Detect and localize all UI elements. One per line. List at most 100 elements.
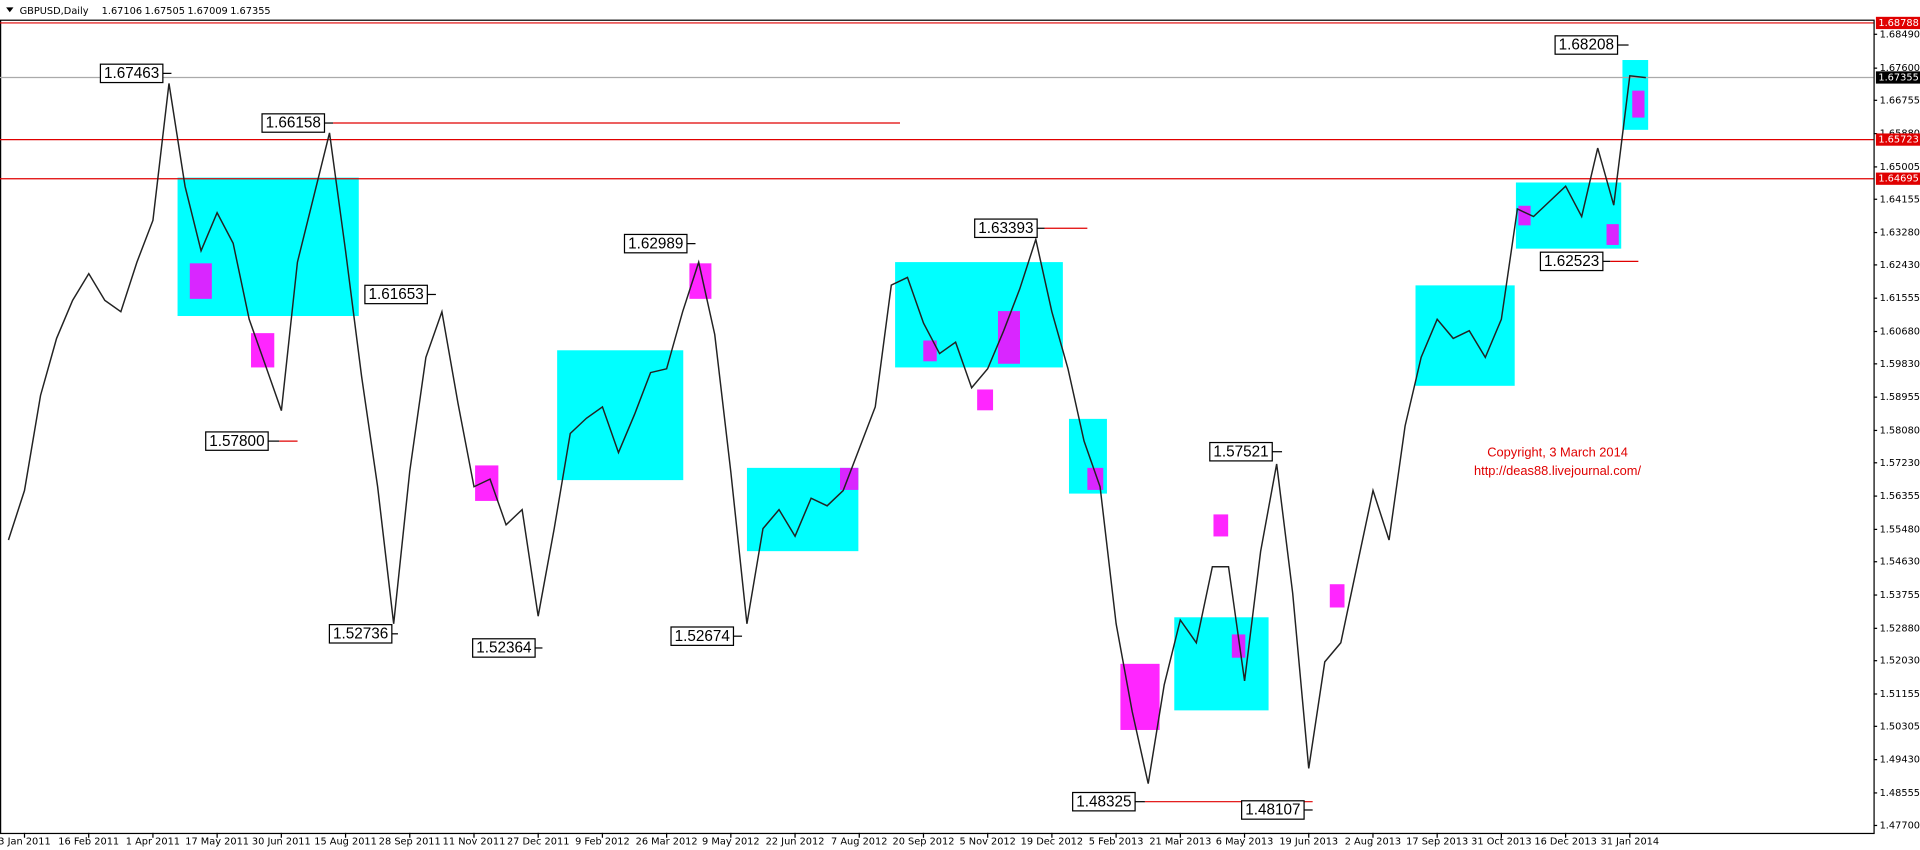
- x-tick-label: 5 Feb 2013: [1089, 836, 1144, 847]
- x-tick-label: 27 Dec 2011: [507, 836, 569, 847]
- x-tick-label: 7 Aug 2012: [831, 836, 887, 847]
- last-price-box: [1875, 71, 1920, 84]
- annotation-box: [99, 63, 164, 84]
- y-tick-label: 1.60680: [1880, 327, 1920, 338]
- x-tick-label: 2 Aug 2013: [1345, 836, 1401, 847]
- annotation-label: 1.63393: [978, 220, 1033, 237]
- y-tick-label: 1.61555: [1880, 293, 1920, 304]
- annotation-box: [205, 431, 269, 451]
- annotation-box: [1209, 441, 1273, 462]
- annotation-label: 1.61653: [368, 286, 423, 303]
- plot-frame: [0, 19, 1875, 835]
- zone: [189, 263, 212, 299]
- x-tick-label: 30 Jun 2011: [252, 836, 311, 847]
- symbol: GBPUSD,Daily: [20, 6, 89, 17]
- zone: [923, 340, 937, 362]
- annotation-box: [1539, 251, 1604, 272]
- annotation-label: 1.57521: [1213, 443, 1268, 460]
- level-label: 1.68788: [1878, 18, 1918, 29]
- y-tick-label: 1.62430: [1880, 260, 1920, 271]
- annotation-label: 1.68208: [1559, 37, 1614, 54]
- y-tick-label: 1.63280: [1880, 228, 1920, 239]
- x-tick-label: 21 Mar 2013: [1149, 836, 1211, 847]
- zone: [1518, 205, 1531, 226]
- y-tick-label: 1.65005: [1880, 162, 1920, 173]
- zone: [251, 333, 275, 368]
- y-tick-label: 1.53755: [1880, 590, 1920, 601]
- x-tick-label: 9 May 2012: [702, 836, 760, 847]
- open: 1.67106: [102, 6, 142, 17]
- x-tick-label: 22 Jun 2012: [766, 836, 825, 847]
- x-tick-label: 31 Oct 2013: [1471, 836, 1531, 847]
- level-label-box: [1875, 172, 1920, 185]
- annotation-label: 1.62523: [1544, 253, 1599, 270]
- zone: [557, 350, 684, 481]
- x-tick-label: 19 Jun 2013: [1279, 836, 1338, 847]
- annotation-box: [623, 233, 688, 254]
- y-tick-label: 1.56355: [1880, 491, 1920, 502]
- annotation-box: [364, 284, 428, 305]
- low: 1.67009: [187, 6, 227, 17]
- annotation-box: [261, 113, 326, 133]
- annotation-box: [472, 638, 536, 658]
- y-tick-label: 1.52030: [1880, 656, 1920, 667]
- y-tick-label: 1.58955: [1880, 392, 1920, 403]
- annotation-box: [1241, 800, 1305, 820]
- level-label: 1.65723: [1878, 135, 1918, 146]
- x-tick-label: 16 Dec 2013: [1534, 836, 1596, 847]
- zone: [977, 389, 994, 411]
- zone: [475, 465, 499, 501]
- annotation-box: [328, 624, 393, 644]
- x-tick-label: 6 May 2013: [1216, 836, 1274, 847]
- x-tick-label: 9 Feb 2012: [575, 836, 630, 847]
- zone: [1120, 663, 1160, 730]
- x-tick-label: 5 Nov 2012: [959, 836, 1015, 847]
- zone: [1231, 634, 1246, 658]
- y-tick-label: 1.55480: [1880, 524, 1920, 535]
- annotation-label: 1.52736: [333, 625, 388, 642]
- y-tick-label: 1.64155: [1880, 194, 1920, 205]
- zone: [1329, 584, 1345, 608]
- x-tick-label: 3 Jan 2011: [0, 836, 51, 847]
- y-tick-label: 1.49430: [1880, 755, 1920, 766]
- zone: [1213, 514, 1229, 537]
- y-tick-label: 1.47700: [1880, 820, 1920, 831]
- annotation-label: 1.67463: [104, 65, 159, 82]
- x-tick-label: 26 Mar 2012: [636, 836, 698, 847]
- menu-arrow[interactable]: [6, 7, 14, 13]
- y-tick-label: 1.57230: [1880, 458, 1920, 469]
- annotation-box: [1072, 791, 1136, 812]
- level-label-box: [1875, 133, 1920, 146]
- y-tick-label: 1.48555: [1880, 788, 1920, 799]
- y-tick-label: 1.50305: [1880, 721, 1920, 732]
- y-tick-label: 1.66755: [1880, 95, 1920, 106]
- y-tick-label: 1.52880: [1880, 623, 1920, 634]
- x-tick-label: 16 Feb 2011: [58, 836, 119, 847]
- annotation-label: 1.57800: [209, 433, 264, 450]
- y-tick-label: 1.59830: [1880, 359, 1920, 370]
- level-label: 1.64695: [1878, 174, 1918, 185]
- x-tick-label: 17 May 2011: [185, 836, 249, 847]
- annotation-label: 1.52364: [476, 640, 532, 657]
- x-tick-label: 19 Dec 2012: [1021, 836, 1083, 847]
- x-tick-label: 31 Jan 2014: [1600, 836, 1659, 847]
- zone: [1515, 182, 1622, 249]
- last-price-label: 1.67355: [1878, 72, 1918, 83]
- y-tick-label: 1.68490: [1880, 29, 1920, 40]
- x-tick-label: 15 Aug 2011: [314, 836, 377, 847]
- level-label-box: [1875, 16, 1920, 30]
- x-tick-label: 20 Sep 2012: [892, 836, 954, 847]
- y-tick-label: 1.51155: [1880, 689, 1920, 700]
- annotation-label: 1.48325: [1076, 793, 1131, 810]
- x-tick-label: 11 Nov 2011: [443, 836, 506, 847]
- annotation-label: 1.66158: [266, 115, 321, 132]
- zone: [1415, 285, 1515, 386]
- zone: [840, 467, 859, 490]
- annotation-label: 1.62989: [628, 235, 683, 252]
- annotation-label: 1.48107: [1245, 802, 1300, 819]
- price-line: [7, 75, 1646, 784]
- x-tick-label: 1 Apr 2011: [126, 836, 180, 847]
- y-tick-label: 1.58080: [1880, 425, 1920, 436]
